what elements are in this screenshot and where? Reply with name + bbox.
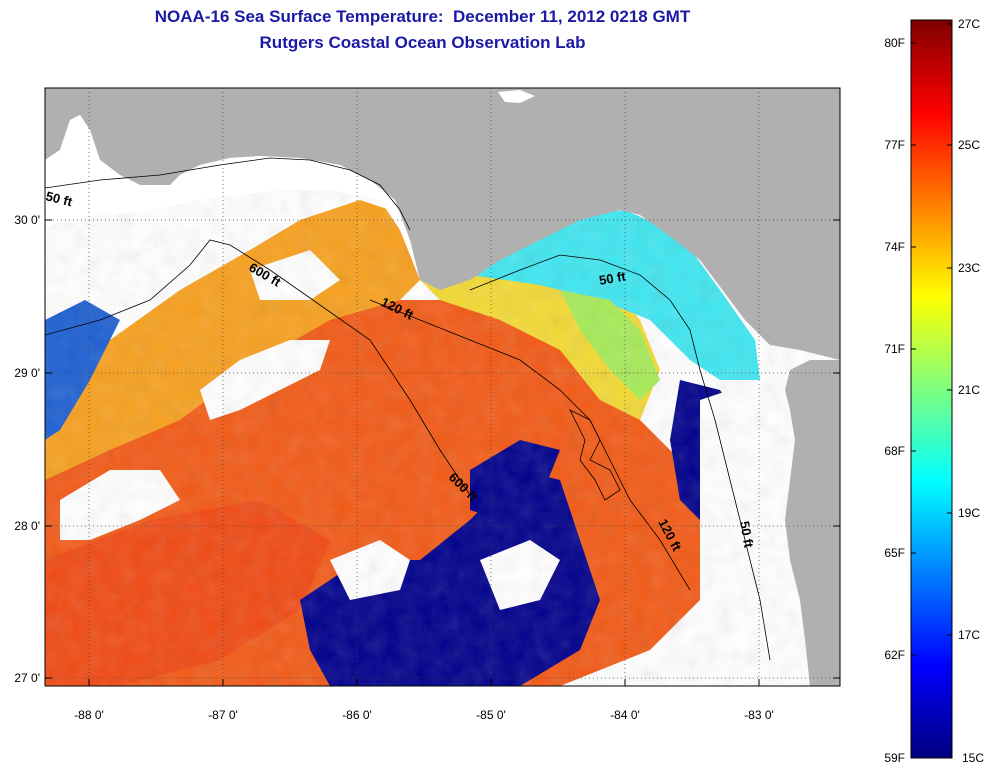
contour-label-nw-50: 50 ft [44, 188, 74, 209]
cb-f-label: 74F [884, 240, 905, 254]
cb-c-label: 27C [958, 17, 980, 31]
lat-tick-label: 30 0' [14, 213, 40, 227]
lon-tick-label: -85 0' [476, 708, 506, 722]
contour-600ft [45, 239, 471, 496]
cb-c-label: 15C [962, 751, 984, 765]
map-plot-area: 50 ft 600 ft 120 ft 50 ft 600 ft 120 ft … [44, 88, 840, 686]
contour-label-ne-50: 50 ft [598, 268, 628, 288]
lon-tick-label: -87 0' [208, 708, 238, 722]
cb-c-label: 23C [958, 261, 980, 275]
lat-tick-label: 29 0' [14, 366, 40, 380]
map-subtitle: Rutgers Coastal Ocean Observation Lab [259, 33, 586, 52]
contour-label-e-50: 50 ft [737, 520, 757, 550]
cb-f-label: 77F [884, 138, 905, 152]
map-title: NOAA-16 Sea Surface Temperature: Decembe… [154, 7, 691, 26]
cb-c-label: 25C [958, 138, 980, 152]
contour-50ft-ne [469, 254, 771, 661]
cb-c-label: 19C [958, 506, 980, 520]
contour-120ft [369, 299, 691, 591]
colorbar: 80F 77F 74F 71F 68F 65F 62F 59F 27C 25C … [884, 17, 984, 765]
coastal-white-strip [45, 115, 420, 280]
land-florida [785, 360, 840, 686]
graticule [45, 88, 840, 686]
lon-tick-label: -83 0' [744, 708, 774, 722]
cb-f-label: 59F [884, 751, 905, 765]
cb-f-label: 62F [884, 648, 905, 662]
cb-f-label: 71F [884, 342, 905, 356]
map-frame [44, 87, 841, 687]
cb-f-label: 80F [884, 36, 905, 50]
title-block: NOAA-16 Sea Surface Temperature: Decembe… [0, 4, 845, 56]
cb-f-label: 65F [884, 546, 905, 560]
colorbar-ticks [911, 23, 952, 656]
contour-complex [569, 409, 621, 501]
lon-tick-label: -84 0' [610, 708, 640, 722]
cb-f-label: 68F [884, 444, 905, 458]
tick-marks [45, 219, 840, 686]
contour-50ft-nw [45, 157, 411, 231]
cb-c-label: 21C [958, 383, 980, 397]
lon-tick-label: -86 0' [342, 708, 372, 722]
colorbar-gradient [910, 19, 953, 759]
white-islet [498, 90, 535, 103]
bathymetry-contours [45, 157, 771, 661]
cb-c-label: 17C [958, 628, 980, 642]
land-north [45, 88, 840, 360]
lon-tick-label: -88 0' [74, 708, 104, 722]
lat-tick-label: 27 0' [14, 671, 40, 685]
lat-tick-label: 28 0' [14, 519, 40, 533]
